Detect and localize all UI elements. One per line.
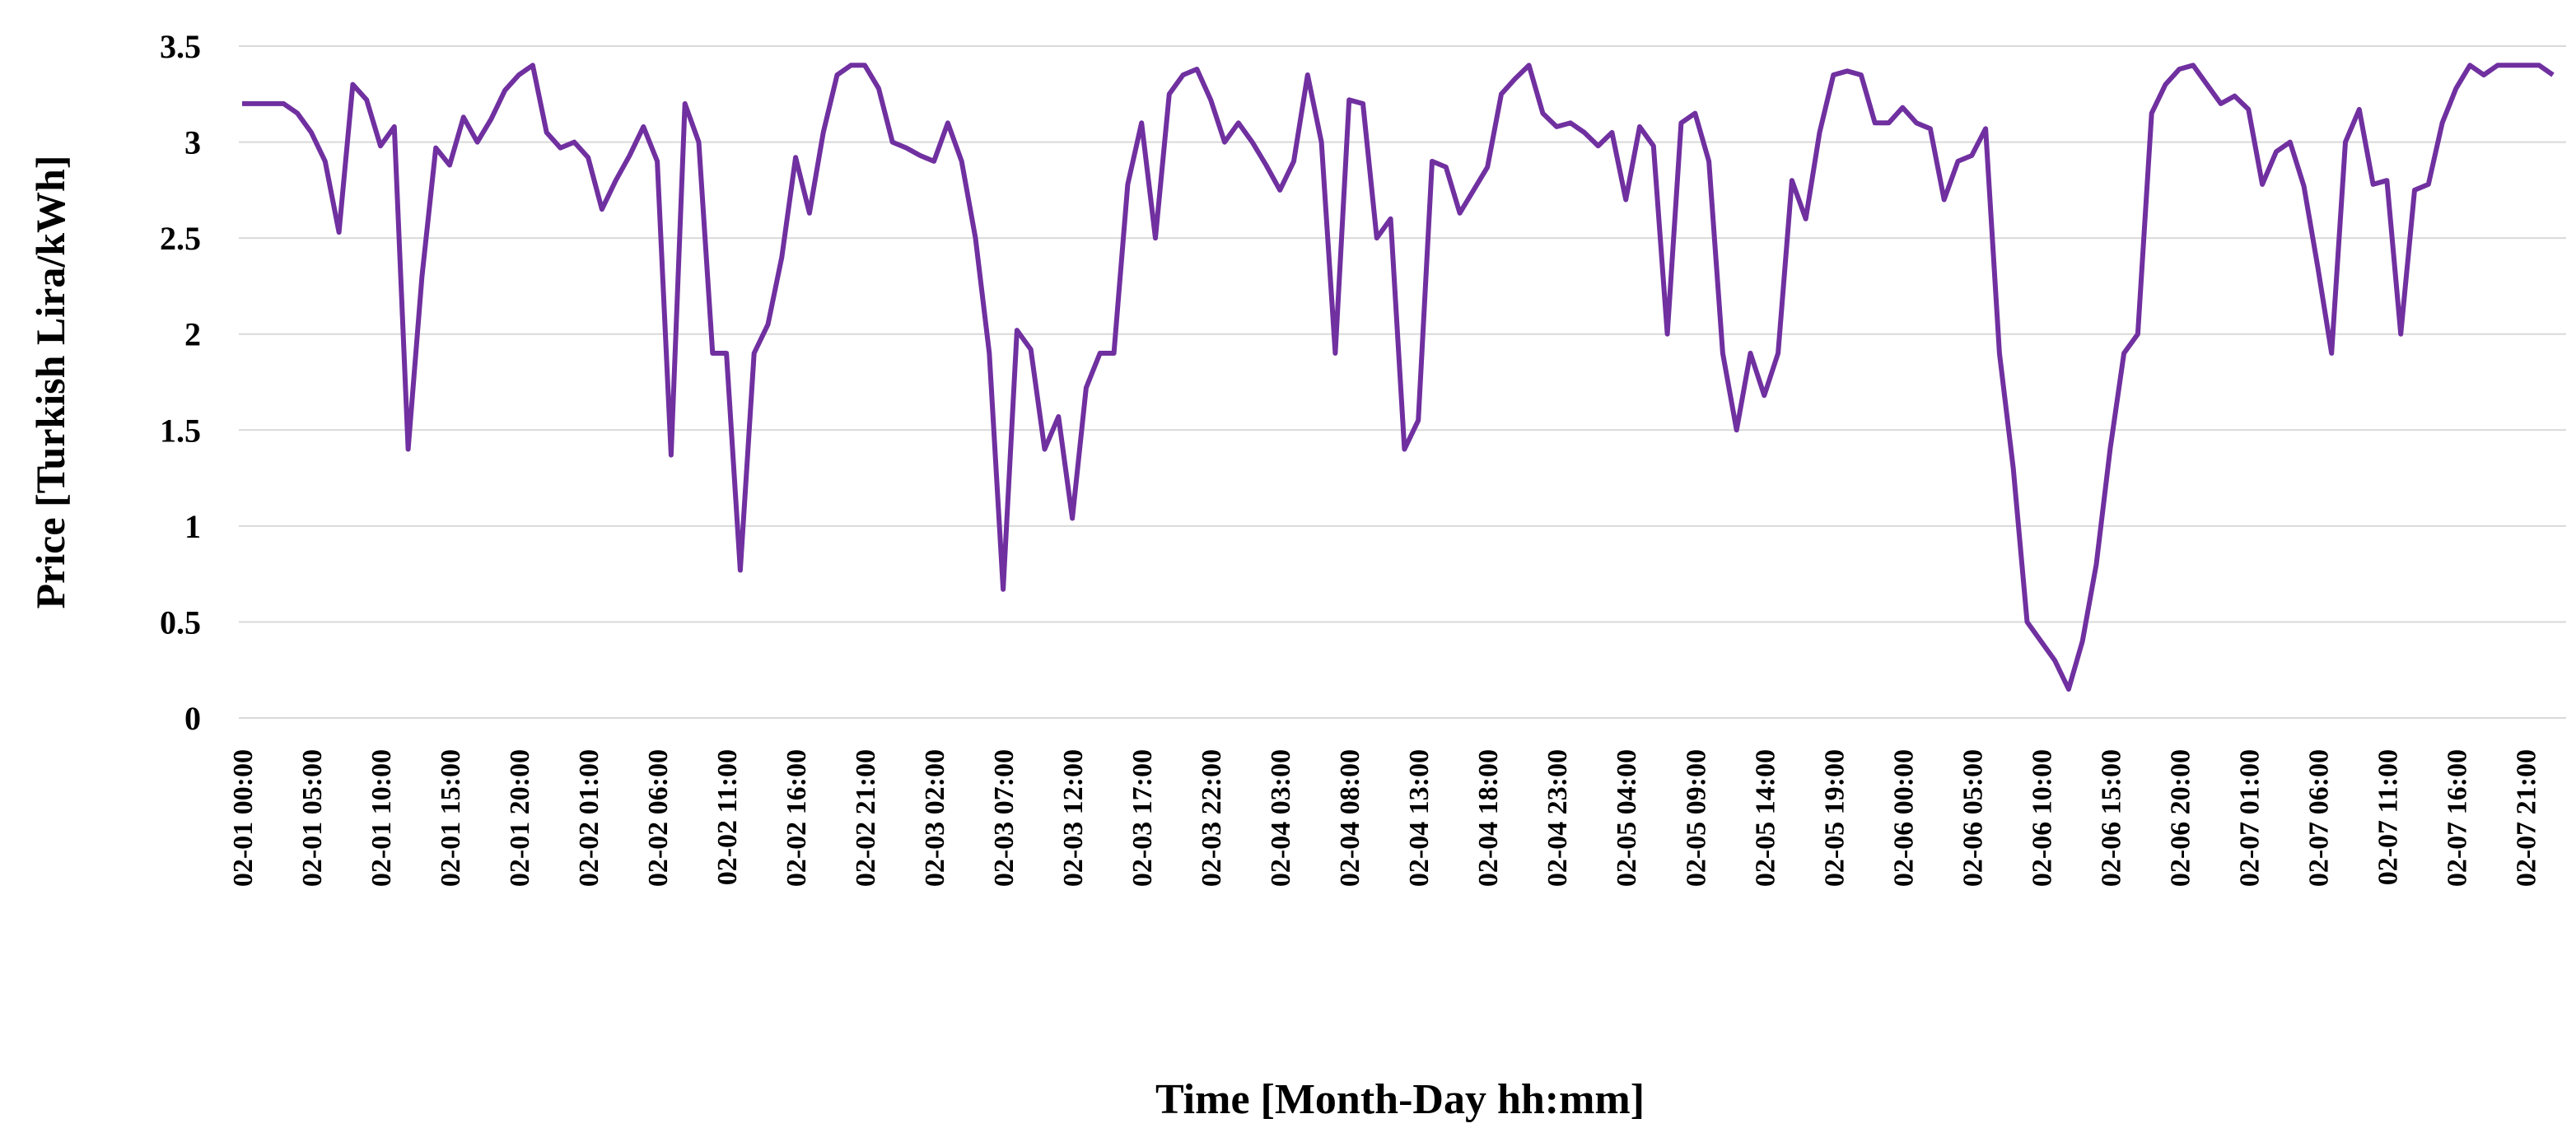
- x-tick-label: 02-04 13:00: [1404, 749, 1435, 887]
- y-tick-label: 2.5: [160, 220, 201, 257]
- x-tick-label: 02-04 08:00: [1335, 749, 1365, 887]
- x-tick-label: 02-07 01:00: [2234, 749, 2265, 887]
- x-tick-label: 02-06 15:00: [2096, 749, 2126, 887]
- y-tick-label: 1: [184, 508, 201, 545]
- x-tick-label: 02-07 06:00: [2303, 749, 2334, 887]
- y-axis-title: Price [Turkish Lira/kWh]: [27, 156, 73, 609]
- x-tick-label: 02-06 00:00: [1888, 749, 1919, 887]
- x-tick-label: 02-06 05:00: [1958, 749, 1988, 887]
- x-tick-label: 02-06 20:00: [2165, 749, 2196, 887]
- y-tick-label: 1.5: [160, 412, 201, 449]
- y-tick-label: 2: [184, 316, 201, 353]
- x-tick-label: 02-03 12:00: [1058, 749, 1089, 887]
- x-tick-label: 02-02 16:00: [782, 749, 812, 887]
- y-tick-label: 3: [184, 124, 201, 161]
- price-line: [242, 63, 2555, 692]
- x-tick-label: 02-03 22:00: [1197, 749, 1227, 887]
- x-tick-label: 02-05 09:00: [1681, 749, 1711, 887]
- x-tick-label: 02-02 06:00: [643, 749, 674, 887]
- x-tick-label: 02-01 05:00: [297, 749, 328, 887]
- x-tick-label: 02-04 03:00: [1266, 749, 1296, 887]
- y-tick-label: 0.5: [160, 604, 201, 641]
- x-tick-label: 02-05 04:00: [1612, 749, 1642, 887]
- x-tick-label: 02-04 23:00: [1542, 749, 1573, 887]
- x-tick-label: 02-02 11:00: [712, 749, 743, 885]
- x-axis-title: Time [Month-Day hh:mm]: [1155, 1076, 1645, 1123]
- x-tick-label: 02-05 19:00: [1819, 749, 1850, 887]
- x-tick-label: 02-03 07:00: [989, 749, 1020, 887]
- x-tick-label: 02-05 14:00: [1750, 749, 1780, 887]
- x-tick-label: 02-03 02:00: [920, 749, 950, 887]
- x-tick-label: 02-01 20:00: [505, 749, 535, 887]
- x-tick-label: 02-07 11:00: [2373, 749, 2403, 885]
- x-tick-label: 02-07 16:00: [2442, 749, 2472, 887]
- x-tick-label: 02-02 21:00: [851, 749, 881, 887]
- x-tick-label: 02-03 17:00: [1127, 749, 1158, 887]
- x-tick-label: 02-07 21:00: [2511, 749, 2541, 887]
- y-tick-label: 3.5: [160, 28, 201, 65]
- x-tick-label: 02-01 10:00: [366, 749, 397, 887]
- x-tick-label: 02-04 18:00: [1473, 749, 1504, 887]
- y-tick-label: 0: [184, 700, 201, 737]
- x-tick-label: 02-02 01:00: [574, 749, 604, 887]
- x-tick-label: 02-01 15:00: [436, 749, 466, 887]
- x-tick-label: 02-06 10:00: [2027, 749, 2057, 887]
- x-tick-label: 02-01 00:00: [228, 749, 259, 887]
